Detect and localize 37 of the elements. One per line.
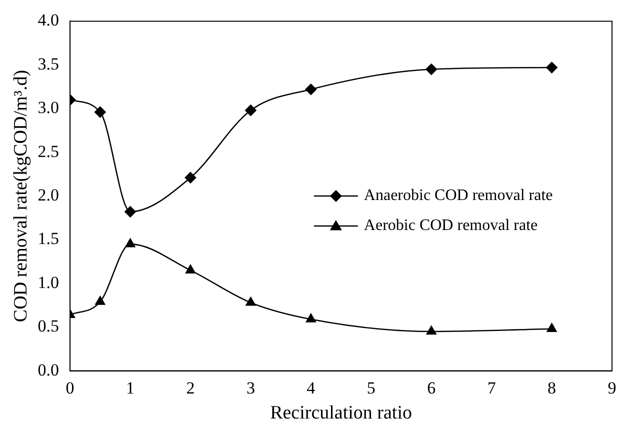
x-tick-label: 2 (186, 378, 195, 398)
x-tick-label: 9 (608, 378, 616, 398)
y-tick-label: 0.0 (38, 360, 60, 380)
x-tick-label: 0 (66, 378, 74, 398)
point (426, 326, 436, 335)
x-tick-label: 1 (126, 378, 135, 398)
y-tick-label: 3.0 (38, 98, 60, 118)
point (184, 172, 196, 184)
point (306, 314, 316, 322)
point (546, 62, 558, 74)
x-axis-title: Recirculation ratio (270, 402, 412, 424)
point (245, 104, 256, 116)
point (125, 238, 136, 248)
point (426, 64, 437, 75)
y-tick-label: 2.0 (38, 185, 60, 204)
x-tick-label: 6 (427, 378, 436, 398)
legend-label: Aerobic COD removal rate (364, 217, 538, 234)
y-tick-label: 2.5 (38, 142, 60, 161)
y-tick-label: 4.0 (38, 10, 60, 30)
y-tick-label: 1.5 (38, 229, 60, 248)
y-tick-label: 0.5 (38, 316, 60, 336)
y-tick-label: 3.5 (38, 54, 60, 74)
y-axis-title: COD removal rate(kgCOD/m³.d) (10, 70, 32, 322)
point (246, 296, 256, 306)
point (186, 264, 196, 274)
legend-label: Anaerobic COD removal rate (364, 187, 553, 204)
point (305, 84, 317, 96)
point (95, 296, 106, 305)
y-tick-label: 1.0 (38, 272, 60, 292)
x-tick-label: 3 (246, 378, 255, 398)
x-tick-label: 8 (548, 378, 556, 398)
point (94, 106, 106, 118)
point (546, 323, 557, 332)
x-tick-label: 5 (366, 378, 376, 398)
x-tick-label: 4 (306, 378, 316, 398)
x-tick-label: 7 (487, 378, 496, 398)
point (124, 206, 136, 218)
